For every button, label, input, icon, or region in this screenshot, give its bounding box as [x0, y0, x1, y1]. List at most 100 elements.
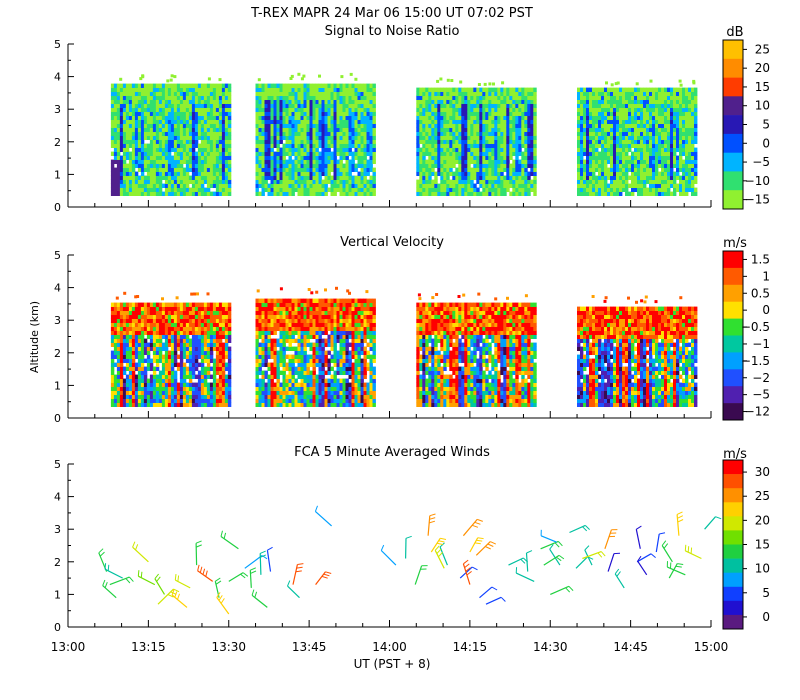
- heatmap-cell: [416, 191, 420, 196]
- heatmap-cell: [312, 87, 316, 92]
- heatmap-cell: [303, 107, 307, 112]
- heatmap-cell: [173, 394, 178, 399]
- heatmap-cell: [345, 159, 349, 164]
- heatmap-cell: [533, 131, 537, 136]
- heatmap-cell: [170, 330, 175, 335]
- heatmap-cell: [521, 183, 525, 188]
- heatmap-cell: [143, 119, 148, 124]
- heatmap-cell: [515, 179, 519, 184]
- heatmap-cell: [264, 151, 268, 156]
- heatmap-cell: [203, 143, 208, 148]
- heatmap-cell: [357, 143, 361, 148]
- heatmap-cell: [197, 163, 202, 168]
- heatmap-cell: [131, 147, 136, 152]
- heatmap-cell: [345, 99, 349, 104]
- heatmap-cell: [291, 119, 295, 124]
- heatmap-cell: [167, 354, 172, 359]
- heatmap-speck: [679, 83, 683, 87]
- heatmap-cell: [200, 155, 205, 160]
- heatmap-cell: [191, 131, 196, 136]
- heatmap-cell: [482, 163, 486, 168]
- heatmap-cell: [291, 151, 295, 156]
- heatmap-cell: [155, 179, 160, 184]
- heatmap-cell: [580, 119, 584, 124]
- heatmap-cell: [152, 187, 157, 192]
- heatmap-cell: [176, 95, 181, 100]
- heatmap-cell: [146, 302, 151, 307]
- heatmap-cell: [527, 135, 531, 140]
- heatmap-cell: [212, 95, 217, 100]
- heatmap-cell: [637, 95, 641, 100]
- heatmap-cell: [285, 123, 289, 128]
- heatmap-cell: [309, 163, 313, 168]
- heatmap-cell: [619, 171, 623, 176]
- heatmap-cell: [488, 147, 492, 152]
- heatmap-cell: [637, 143, 641, 148]
- heatmap-cell: [294, 183, 298, 188]
- heatmap-cell: [643, 131, 647, 136]
- heatmap-cell: [279, 151, 283, 156]
- heatmap-cell: [661, 95, 665, 100]
- heatmap-cell: [479, 111, 483, 116]
- heatmap-cell: [158, 91, 163, 96]
- heatmap-cell: [333, 91, 337, 96]
- heatmap-cell: [309, 119, 313, 124]
- heatmap-cell: [577, 131, 581, 136]
- heatmap-cell: [212, 135, 217, 140]
- heatmap-cell: [655, 179, 659, 184]
- heatmap-cell: [197, 91, 202, 96]
- heatmap-cell: [312, 187, 316, 192]
- heatmap-cell: [357, 147, 361, 152]
- heatmap-cell: [694, 95, 698, 100]
- heatmap-cell: [431, 99, 435, 104]
- heatmap-cell: [455, 91, 459, 96]
- heatmap-cell: [218, 175, 223, 180]
- heatmap-cell: [589, 119, 593, 124]
- heatmap-cell: [592, 147, 596, 152]
- heatmap-cell: [485, 147, 489, 152]
- heatmap-cell: [182, 107, 187, 112]
- heatmap-cell: [306, 191, 310, 196]
- heatmap-cell: [661, 107, 665, 112]
- heatmap-cell: [170, 326, 175, 331]
- heatmap-cell: [288, 139, 292, 144]
- heatmap-cell: [437, 151, 441, 156]
- heatmap-cell: [206, 139, 211, 144]
- heatmap-cell: [224, 119, 229, 124]
- heatmap-cell: [158, 171, 163, 176]
- heatmap-cell: [351, 87, 355, 92]
- heatmap-cell: [122, 394, 127, 399]
- heatmap-cell: [125, 386, 130, 391]
- heatmap-cell: [667, 99, 671, 104]
- heatmap-cell: [282, 183, 286, 188]
- heatmap-cell: [330, 119, 334, 124]
- heatmap-cell: [476, 115, 480, 120]
- heatmap-cell: [491, 99, 495, 104]
- heatmap-cell: [116, 326, 121, 331]
- heatmap-cell: [586, 155, 590, 160]
- heatmap-cell: [212, 123, 217, 128]
- heatmap-cell: [679, 147, 683, 152]
- heatmap-cell: [176, 342, 181, 347]
- heatmap-cell: [589, 87, 593, 92]
- heatmap-cell: [173, 179, 178, 184]
- heatmap-cell: [580, 147, 584, 152]
- heatmap-cell: [176, 338, 181, 343]
- heatmap-cell: [616, 151, 620, 156]
- heatmap-cell: [440, 91, 444, 96]
- heatmap-cell: [221, 163, 226, 168]
- heatmap-cell: [125, 171, 130, 176]
- heatmap-cell: [170, 314, 175, 319]
- heatmap-cell: [270, 107, 274, 112]
- heatmap-cell: [143, 358, 148, 363]
- heatmap-cell: [173, 302, 178, 307]
- heatmap-cell: [291, 107, 295, 112]
- heatmap-cell: [170, 394, 175, 399]
- heatmap-cell: [321, 183, 325, 188]
- heatmap-cell: [455, 151, 459, 156]
- heatmap-cell: [524, 179, 528, 184]
- heatmap-cell: [363, 155, 367, 160]
- heatmap-cell: [267, 167, 271, 172]
- heatmap-cell: [622, 163, 626, 168]
- heatmap-cell: [152, 378, 157, 383]
